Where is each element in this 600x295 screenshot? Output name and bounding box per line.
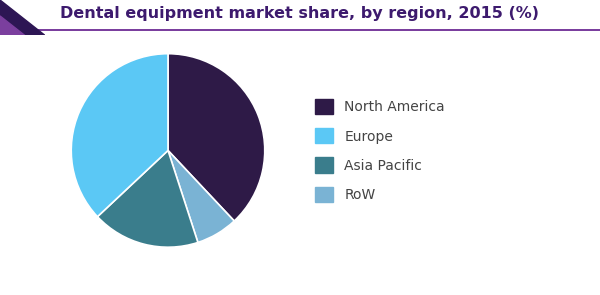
Wedge shape: [168, 54, 265, 221]
Polygon shape: [0, 0, 45, 35]
Legend: North America, Europe, Asia Pacific, RoW: North America, Europe, Asia Pacific, RoW: [315, 99, 445, 202]
Wedge shape: [168, 150, 234, 242]
Text: Dental equipment market share, by region, 2015 (%): Dental equipment market share, by region…: [61, 6, 539, 21]
Wedge shape: [71, 54, 168, 217]
Polygon shape: [0, 16, 25, 35]
Wedge shape: [97, 150, 198, 247]
